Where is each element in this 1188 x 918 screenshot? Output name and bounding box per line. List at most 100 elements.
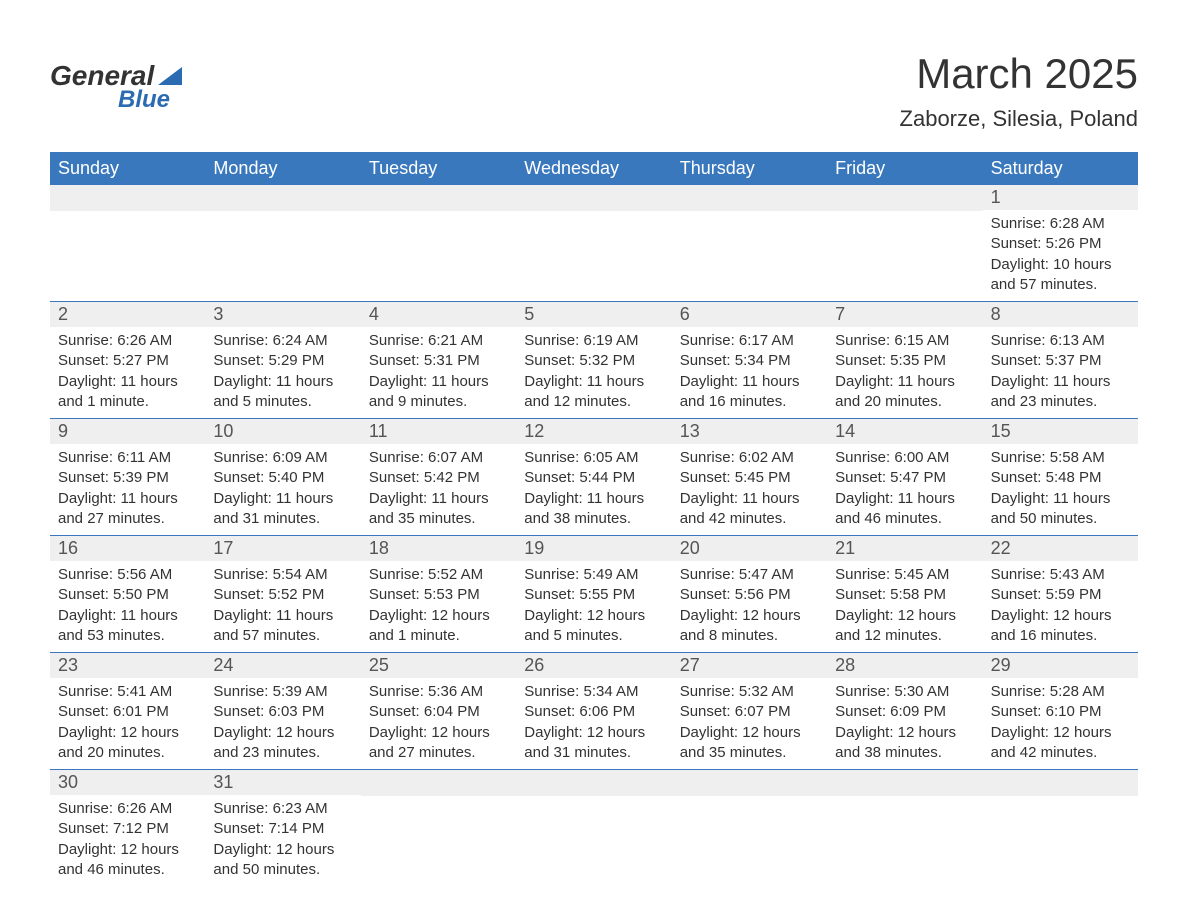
day-line-sunrise: Sunrise: 5:34 AM — [524, 682, 663, 702]
day-number: 8 — [983, 302, 1138, 327]
day-line-sunrise: Sunrise: 5:45 AM — [835, 565, 974, 585]
day-line-day1: Daylight: 11 hours — [369, 372, 508, 392]
day-line-day2: and 23 minutes. — [213, 743, 352, 763]
day-line-day2: and 8 minutes. — [680, 626, 819, 646]
day-cell — [516, 770, 671, 886]
day-line-day2: and 23 minutes. — [991, 392, 1130, 412]
day-body: Sunrise: 5:58 AMSunset: 5:48 PMDaylight:… — [983, 444, 1138, 535]
day-body: Sunrise: 6:19 AMSunset: 5:32 PMDaylight:… — [516, 327, 671, 418]
week-row: 30Sunrise: 6:26 AMSunset: 7:12 PMDayligh… — [50, 769, 1138, 886]
weekday-wednesday: Wednesday — [516, 152, 671, 185]
day-line-day1: Daylight: 11 hours — [213, 489, 352, 509]
calendar: Sunday Monday Tuesday Wednesday Thursday… — [50, 152, 1138, 886]
day-body: Sunrise: 5:47 AMSunset: 5:56 PMDaylight:… — [672, 561, 827, 652]
day-line-day2: and 50 minutes. — [991, 509, 1130, 529]
day-number: 30 — [50, 770, 205, 795]
day-line-day2: and 50 minutes. — [213, 860, 352, 880]
day-cell — [205, 185, 360, 301]
day-line-day1: Daylight: 12 hours — [991, 606, 1130, 626]
day-line-day1: Daylight: 12 hours — [991, 723, 1130, 743]
day-body: Sunrise: 5:36 AMSunset: 6:04 PMDaylight:… — [361, 678, 516, 769]
empty-day-bar — [672, 770, 827, 796]
day-line-day1: Daylight: 11 hours — [835, 372, 974, 392]
day-line-day2: and 27 minutes. — [58, 509, 197, 529]
day-number: 7 — [827, 302, 982, 327]
day-body: Sunrise: 5:34 AMSunset: 6:06 PMDaylight:… — [516, 678, 671, 769]
day-line-sunset: Sunset: 6:03 PM — [213, 702, 352, 722]
day-line-sunrise: Sunrise: 5:32 AM — [680, 682, 819, 702]
day-line-sunset: Sunset: 5:58 PM — [835, 585, 974, 605]
day-line-day2: and 57 minutes. — [213, 626, 352, 646]
day-cell: 8Sunrise: 6:13 AMSunset: 5:37 PMDaylight… — [983, 302, 1138, 418]
day-number: 14 — [827, 419, 982, 444]
day-line-day1: Daylight: 11 hours — [58, 372, 197, 392]
day-line-sunset: Sunset: 5:42 PM — [369, 468, 508, 488]
day-line-sunrise: Sunrise: 5:54 AM — [213, 565, 352, 585]
day-line-sunset: Sunset: 6:06 PM — [524, 702, 663, 722]
day-line-day1: Daylight: 11 hours — [991, 372, 1130, 392]
day-cell: 23Sunrise: 5:41 AMSunset: 6:01 PMDayligh… — [50, 653, 205, 769]
day-number: 19 — [516, 536, 671, 561]
weekday-header-row: Sunday Monday Tuesday Wednesday Thursday… — [50, 152, 1138, 185]
day-body: Sunrise: 6:05 AMSunset: 5:44 PMDaylight:… — [516, 444, 671, 535]
day-line-day2: and 9 minutes. — [369, 392, 508, 412]
day-cell: 15Sunrise: 5:58 AMSunset: 5:48 PMDayligh… — [983, 419, 1138, 535]
day-body: Sunrise: 6:24 AMSunset: 5:29 PMDaylight:… — [205, 327, 360, 418]
day-body: Sunrise: 6:02 AMSunset: 5:45 PMDaylight:… — [672, 444, 827, 535]
day-line-day2: and 38 minutes. — [835, 743, 974, 763]
day-line-sunset: Sunset: 5:45 PM — [680, 468, 819, 488]
day-line-sunrise: Sunrise: 6:24 AM — [213, 331, 352, 351]
day-number: 1 — [983, 185, 1138, 210]
logo-text-blue: Blue — [118, 86, 170, 114]
day-cell: 21Sunrise: 5:45 AMSunset: 5:58 PMDayligh… — [827, 536, 982, 652]
header: General Blue March 2025 Zaborze, Silesia… — [50, 50, 1138, 132]
day-body: Sunrise: 6:28 AMSunset: 5:26 PMDaylight:… — [983, 210, 1138, 301]
day-line-day1: Daylight: 12 hours — [58, 840, 197, 860]
weekday-friday: Friday — [827, 152, 982, 185]
empty-day-bar — [516, 770, 671, 796]
day-cell: 31Sunrise: 6:23 AMSunset: 7:14 PMDayligh… — [205, 770, 360, 886]
day-line-day1: Daylight: 11 hours — [835, 489, 974, 509]
weekday-sunday: Sunday — [50, 152, 205, 185]
week-row: 9Sunrise: 6:11 AMSunset: 5:39 PMDaylight… — [50, 418, 1138, 535]
day-body: Sunrise: 5:54 AMSunset: 5:52 PMDaylight:… — [205, 561, 360, 652]
day-cell: 7Sunrise: 6:15 AMSunset: 5:35 PMDaylight… — [827, 302, 982, 418]
day-body: Sunrise: 5:30 AMSunset: 6:09 PMDaylight:… — [827, 678, 982, 769]
day-line-sunset: Sunset: 6:07 PM — [680, 702, 819, 722]
day-line-sunset: Sunset: 5:26 PM — [991, 234, 1130, 254]
day-number: 27 — [672, 653, 827, 678]
day-line-sunrise: Sunrise: 5:39 AM — [213, 682, 352, 702]
day-body: Sunrise: 5:32 AMSunset: 6:07 PMDaylight:… — [672, 678, 827, 769]
day-cell: 2Sunrise: 6:26 AMSunset: 5:27 PMDaylight… — [50, 302, 205, 418]
day-line-sunset: Sunset: 5:48 PM — [991, 468, 1130, 488]
day-body: Sunrise: 6:07 AMSunset: 5:42 PMDaylight:… — [361, 444, 516, 535]
week-row: 2Sunrise: 6:26 AMSunset: 5:27 PMDaylight… — [50, 301, 1138, 418]
day-line-day2: and 31 minutes. — [524, 743, 663, 763]
day-cell: 22Sunrise: 5:43 AMSunset: 5:59 PMDayligh… — [983, 536, 1138, 652]
day-number: 16 — [50, 536, 205, 561]
day-number: 15 — [983, 419, 1138, 444]
day-line-day1: Daylight: 12 hours — [524, 723, 663, 743]
empty-day-bar — [983, 770, 1138, 796]
day-number: 21 — [827, 536, 982, 561]
day-line-sunrise: Sunrise: 6:26 AM — [58, 331, 197, 351]
day-cell: 20Sunrise: 5:47 AMSunset: 5:56 PMDayligh… — [672, 536, 827, 652]
day-number: 4 — [361, 302, 516, 327]
day-cell: 19Sunrise: 5:49 AMSunset: 5:55 PMDayligh… — [516, 536, 671, 652]
day-line-sunrise: Sunrise: 6:19 AM — [524, 331, 663, 351]
day-line-sunrise: Sunrise: 6:11 AM — [58, 448, 197, 468]
day-line-sunrise: Sunrise: 6:00 AM — [835, 448, 974, 468]
day-number: 29 — [983, 653, 1138, 678]
logo-triangle-icon — [158, 67, 182, 85]
day-body: Sunrise: 5:52 AMSunset: 5:53 PMDaylight:… — [361, 561, 516, 652]
day-body: Sunrise: 5:45 AMSunset: 5:58 PMDaylight:… — [827, 561, 982, 652]
day-line-sunset: Sunset: 7:14 PM — [213, 819, 352, 839]
day-cell: 6Sunrise: 6:17 AMSunset: 5:34 PMDaylight… — [672, 302, 827, 418]
day-line-sunrise: Sunrise: 5:36 AM — [369, 682, 508, 702]
day-cell — [361, 185, 516, 301]
empty-day-bar — [516, 185, 671, 211]
day-line-sunrise: Sunrise: 5:28 AM — [991, 682, 1130, 702]
day-number: 31 — [205, 770, 360, 795]
day-line-day1: Daylight: 11 hours — [991, 489, 1130, 509]
day-line-day1: Daylight: 12 hours — [835, 723, 974, 743]
